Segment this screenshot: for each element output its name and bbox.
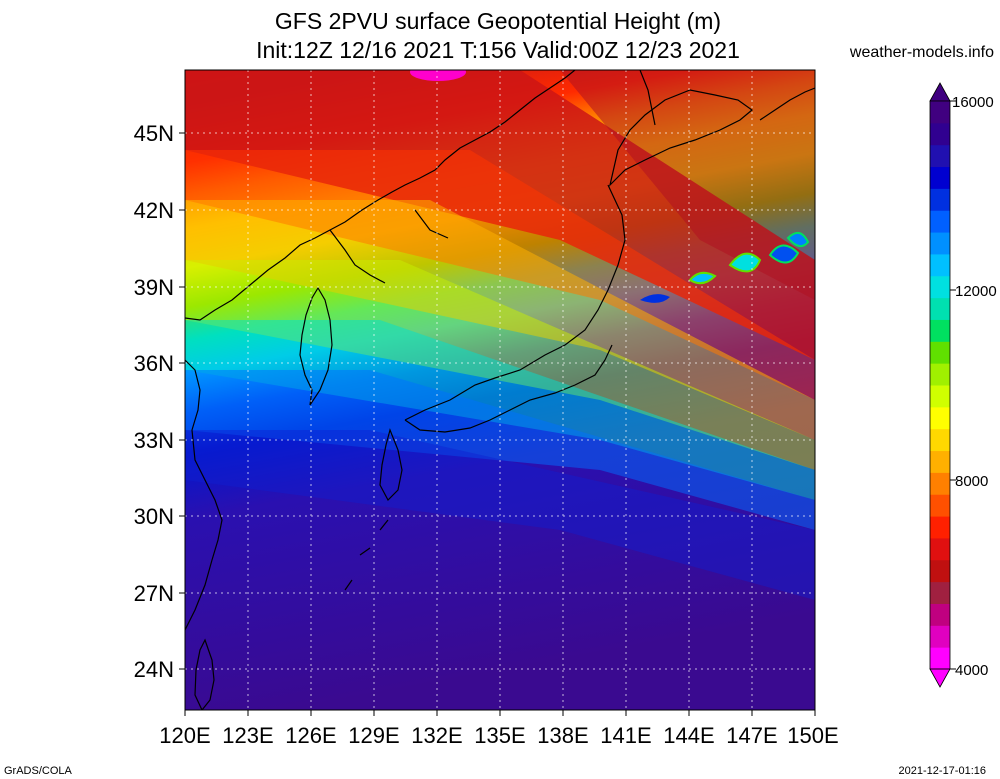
- coast-korea: [299, 286, 333, 406]
- coast-china-south: [185, 359, 223, 631]
- axis-ticks: [179, 132, 816, 716]
- colorbar-label: 4000: [955, 662, 988, 679]
- colorbar-segment: [930, 188, 950, 211]
- graticule: [185, 70, 815, 710]
- lon-label: 126E: [285, 723, 336, 748]
- colorbar-segment: [930, 581, 950, 604]
- colorbar-segment: [930, 253, 950, 277]
- colorbar-segment: [930, 210, 950, 233]
- lon-label: 144E: [663, 723, 714, 748]
- colorbar-segment: [930, 232, 950, 255]
- colorbar-segment: [930, 275, 950, 299]
- colorbar-segment: [930, 101, 950, 124]
- colorbar-segment: [930, 537, 950, 561]
- lon-label: 135E: [474, 723, 525, 748]
- colorbar-segment: [930, 341, 950, 364]
- lon-label: 141E: [600, 723, 651, 748]
- lon-label: 147E: [726, 723, 777, 748]
- colorbar-segment: [930, 297, 950, 320]
- lon-label: 120E: [159, 723, 210, 748]
- lat-label: 33N: [134, 428, 174, 453]
- lat-label: 30N: [134, 504, 174, 529]
- lon-labels: 120E 123E 126E 129E 132E 135E 138E 141E …: [159, 723, 838, 748]
- colorbar-segment: [930, 385, 950, 408]
- colorbar-segment: [930, 122, 950, 146]
- footer-credit: GrADS/COLA: [4, 765, 72, 777]
- lat-label: 27N: [134, 581, 174, 606]
- lon-label: 150E: [787, 723, 838, 748]
- coast-kuril: [759, 87, 815, 121]
- colorbar-segment: [930, 319, 950, 342]
- footer-timestamp: 2021-12-17-01:16: [898, 765, 986, 777]
- colorbar: 16000 12000 8000 4000: [929, 82, 997, 688]
- coast-ryukyu: [344, 519, 389, 591]
- coast-japan-honshu: [404, 184, 626, 421]
- colorbar-label: 16000: [952, 94, 994, 111]
- lat-label: 36N: [134, 351, 174, 376]
- colorbar-segment: [930, 647, 950, 670]
- colorbar-segment: [930, 472, 950, 495]
- colorbar-label: 12000: [955, 283, 997, 300]
- coastlines: [185, 70, 815, 710]
- colorbar-top-arrow: [929, 82, 951, 102]
- colorbar-segment: [930, 363, 950, 386]
- lat-labels: 45N 42N 39N 36N 33N 30N 27N 24N: [134, 121, 174, 682]
- coast-kyushu: [379, 428, 403, 501]
- colorbar-segment: [930, 428, 950, 452]
- colorbar-segment: [930, 494, 950, 517]
- colorbar-segment: [930, 516, 950, 539]
- site-credit: weather-models.info: [849, 44, 994, 61]
- colorbar-segment: [930, 625, 950, 648]
- lon-label: 129E: [348, 723, 399, 748]
- lon-label: 138E: [537, 723, 588, 748]
- map-subtitle: Init:12Z 12/16 2021 T:156 Valid:00Z 12/2…: [256, 37, 740, 63]
- lat-label: 24N: [134, 657, 174, 682]
- colorbar-label: 8000: [955, 473, 988, 490]
- colorbar-segment: [930, 603, 950, 626]
- colorbar-segment: [930, 144, 950, 168]
- colorbar-segment: [930, 406, 950, 430]
- eddies: [640, 231, 810, 303]
- coast-japan-south: [404, 344, 613, 433]
- lon-label: 123E: [222, 723, 273, 748]
- lon-label: 132E: [411, 723, 462, 748]
- coast-taiwan: [194, 638, 215, 710]
- lat-label: 42N: [134, 198, 174, 223]
- colorbar-segment: [930, 559, 950, 583]
- coast-hokkaido: [608, 89, 753, 187]
- colorbar-segment: [930, 166, 950, 189]
- colorbar-bottom-arrow: [929, 668, 951, 688]
- lat-label: 45N: [134, 121, 174, 146]
- map-title: GFS 2PVU surface Geopotential Height (m): [274, 8, 722, 34]
- lat-label: 39N: [134, 275, 174, 300]
- colorbar-segment: [930, 450, 950, 473]
- coast-sea-of-japan: [329, 209, 449, 284]
- coast-mainland: [185, 70, 576, 321]
- coast-sakhalin: [639, 70, 656, 126]
